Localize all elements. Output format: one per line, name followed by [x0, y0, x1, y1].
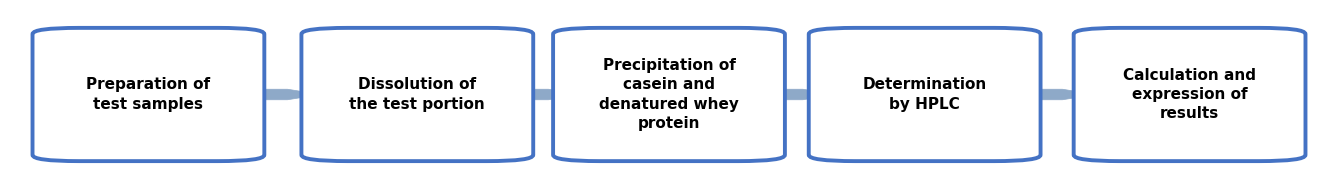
Text: Precipitation of
casein and
denatured whey
protein: Precipitation of casein and denatured wh…: [599, 58, 739, 131]
Text: Determination
by HPLC: Determination by HPLC: [863, 77, 987, 112]
FancyBboxPatch shape: [301, 28, 534, 161]
Polygon shape: [244, 89, 321, 100]
Polygon shape: [504, 89, 582, 100]
FancyBboxPatch shape: [808, 28, 1041, 161]
Text: Calculation and
expression of
results: Calculation and expression of results: [1123, 68, 1256, 121]
Text: Dissolution of
the test portion: Dissolution of the test portion: [349, 77, 486, 112]
FancyBboxPatch shape: [32, 28, 265, 161]
Polygon shape: [1018, 89, 1096, 100]
Polygon shape: [759, 89, 836, 100]
FancyBboxPatch shape: [553, 28, 785, 161]
Text: Preparation of
test samples: Preparation of test samples: [87, 77, 210, 112]
FancyBboxPatch shape: [1073, 28, 1306, 161]
